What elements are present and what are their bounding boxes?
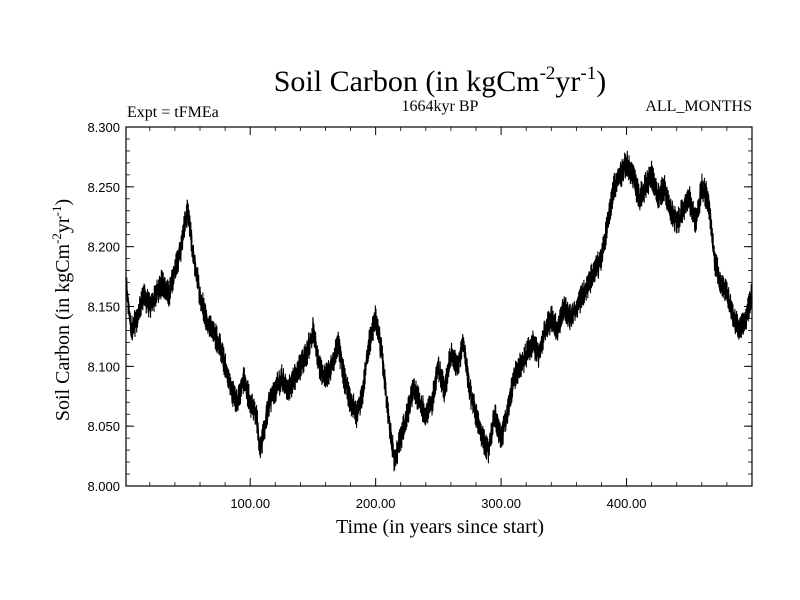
y-tick-label: 8.250 xyxy=(87,180,120,195)
months-label: ALL_MONTHS xyxy=(645,98,752,115)
series-line-soil-carbon xyxy=(125,150,753,472)
y-tick-label: 8.100 xyxy=(87,359,120,374)
x-axis-label: Time (in years since start) xyxy=(336,516,544,538)
y-tick-label: 8.150 xyxy=(87,300,120,315)
experiment-label: Expt = tFMEa xyxy=(127,104,219,121)
period-label: 1664kyr BP xyxy=(402,98,479,115)
chart-title: Soil Carbon (in kgCm-2yr-1) xyxy=(274,63,607,98)
y-tick-label: 8.050 xyxy=(87,419,120,434)
y-axis-label: Soil Carbon (in kgCm-2yr-1) xyxy=(49,199,74,421)
y-tick-label: 8.200 xyxy=(87,240,120,255)
x-tick-label: 400.00 xyxy=(607,496,647,511)
x-tick-label: 100.00 xyxy=(230,496,270,511)
x-tick-label: 200.00 xyxy=(356,496,396,511)
plot-frame xyxy=(125,126,753,487)
y-tick-label: 8.000 xyxy=(87,479,120,494)
y-tick-label: 8.300 xyxy=(87,120,120,135)
x-tick-label: 300.00 xyxy=(481,496,521,511)
